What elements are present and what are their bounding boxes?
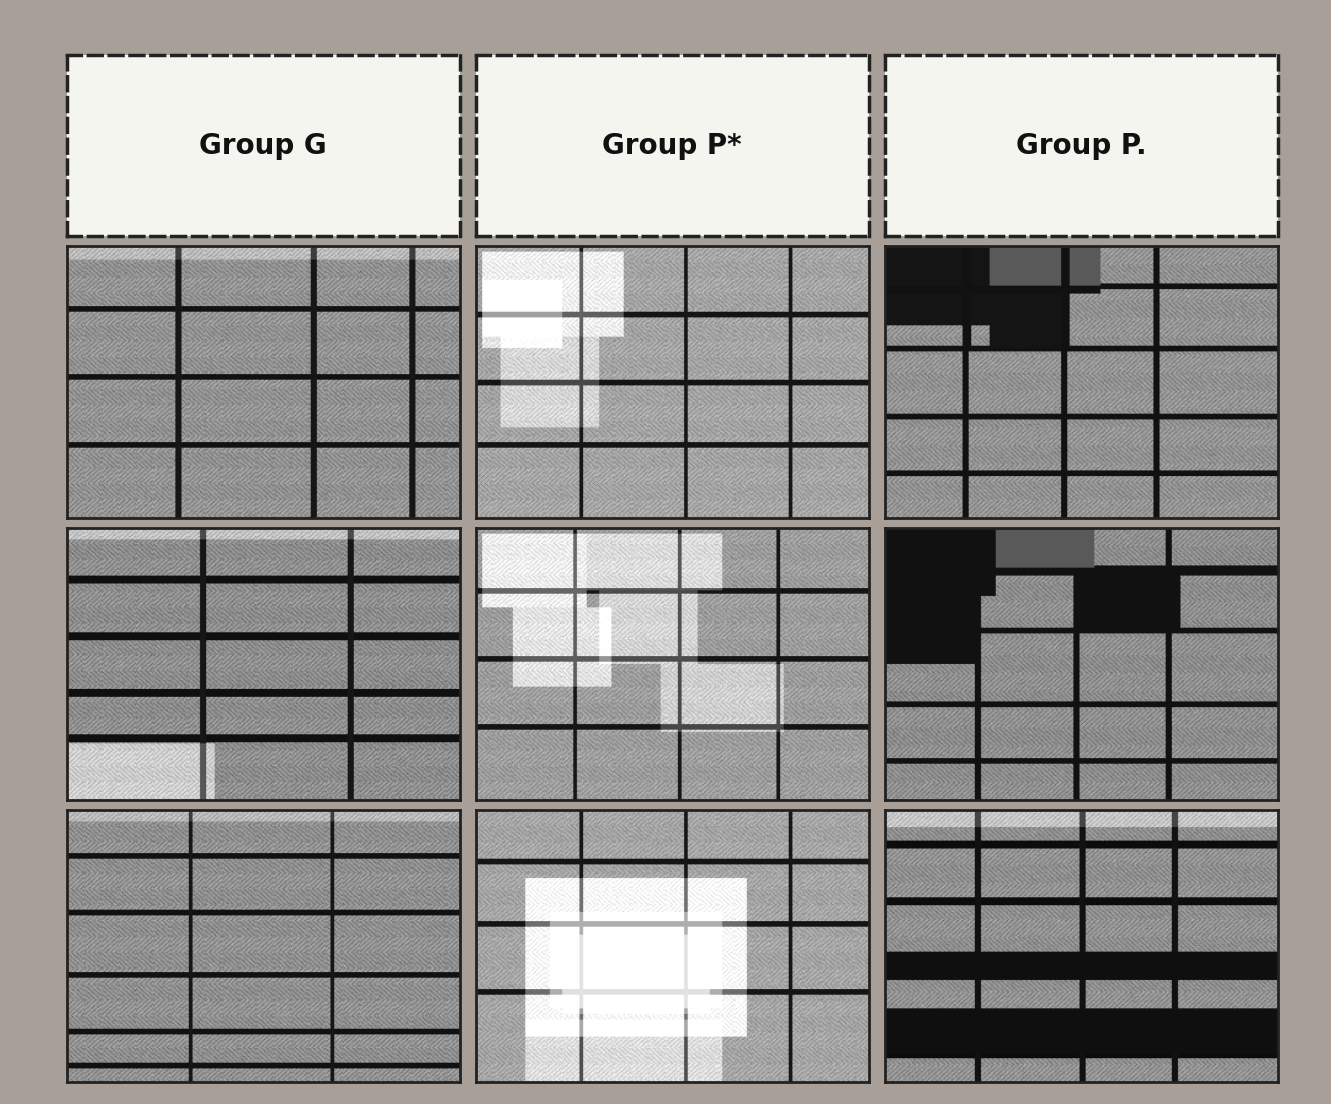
Text: Group P*: Group P* (603, 131, 741, 160)
Text: Group G: Group G (200, 131, 327, 160)
Text: Group P.: Group P. (1016, 131, 1146, 160)
